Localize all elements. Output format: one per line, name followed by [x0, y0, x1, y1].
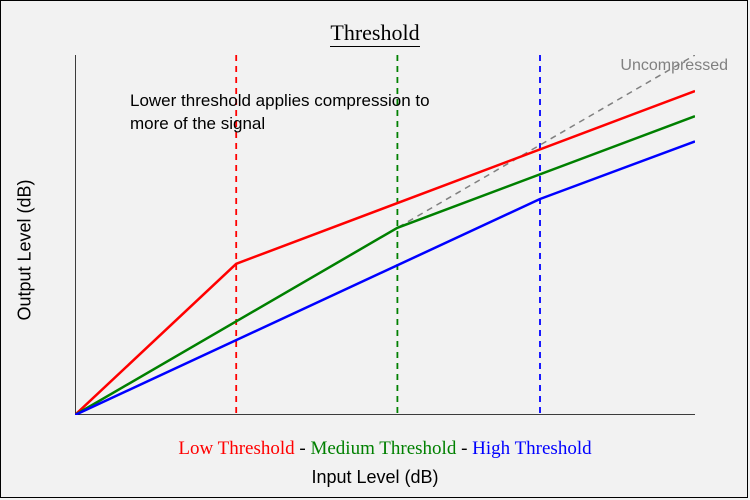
annotation-text: Lower threshold applies compression to m… [130, 90, 430, 136]
threshold-label-low: Low Threshold [178, 438, 294, 459]
threshold-label-high: High Threshold [472, 438, 591, 459]
label-separator: - [295, 438, 311, 459]
uncompressed-label: Uncompressed [620, 57, 728, 75]
threshold-label-medium: Medium Threshold [310, 438, 456, 459]
page-title-text: Threshold [330, 20, 419, 47]
page-title: Threshold [0, 20, 750, 46]
label-separator: - [456, 438, 472, 459]
x-axis-label: Input Level (dB) [0, 467, 750, 488]
y-axis-label: Output Level (dB) [15, 179, 36, 320]
threshold-labels: Low Threshold - Medium Threshold - High … [75, 438, 695, 460]
